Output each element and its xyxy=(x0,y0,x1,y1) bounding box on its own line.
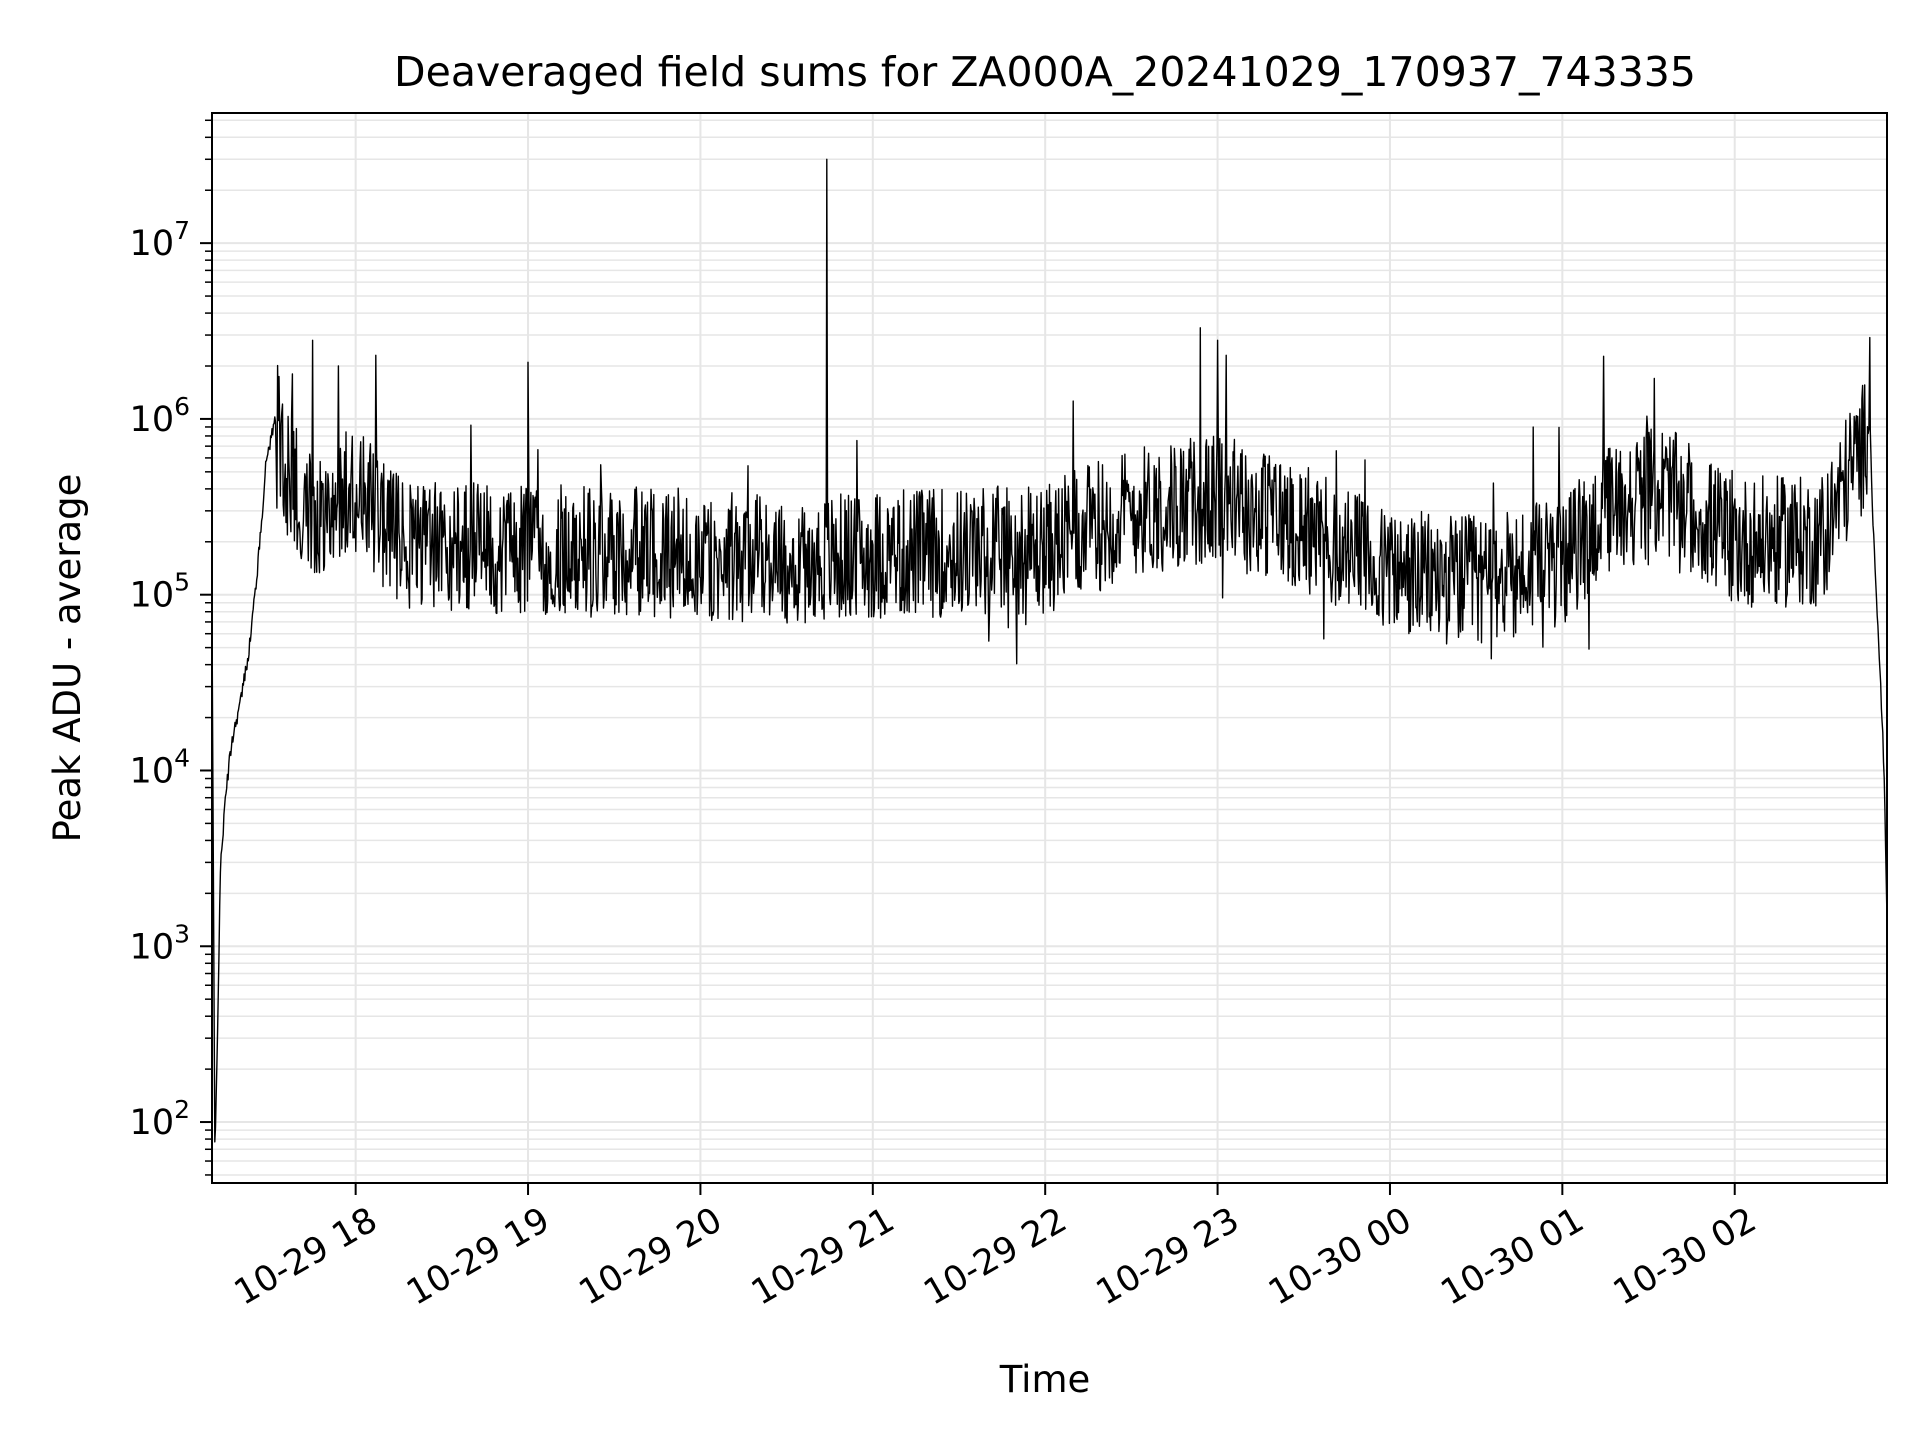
y-tick-label: 105 xyxy=(130,568,190,616)
series-line xyxy=(211,158,1888,1143)
y-tick-label: 106 xyxy=(130,392,190,440)
y-tick-label: 107 xyxy=(130,216,190,264)
y-axis-label: Peak ADU - average xyxy=(46,474,89,843)
chart-title: Deaveraged field sums for ZA000A_2024102… xyxy=(394,48,1696,96)
y-tick-label: 104 xyxy=(130,743,190,791)
grid xyxy=(212,113,1887,1183)
y-tick-label: 102 xyxy=(130,1095,190,1143)
y-tick-label: 103 xyxy=(130,919,190,967)
data-layer xyxy=(211,158,1888,1143)
x-axis-label: Time xyxy=(999,1358,1091,1401)
